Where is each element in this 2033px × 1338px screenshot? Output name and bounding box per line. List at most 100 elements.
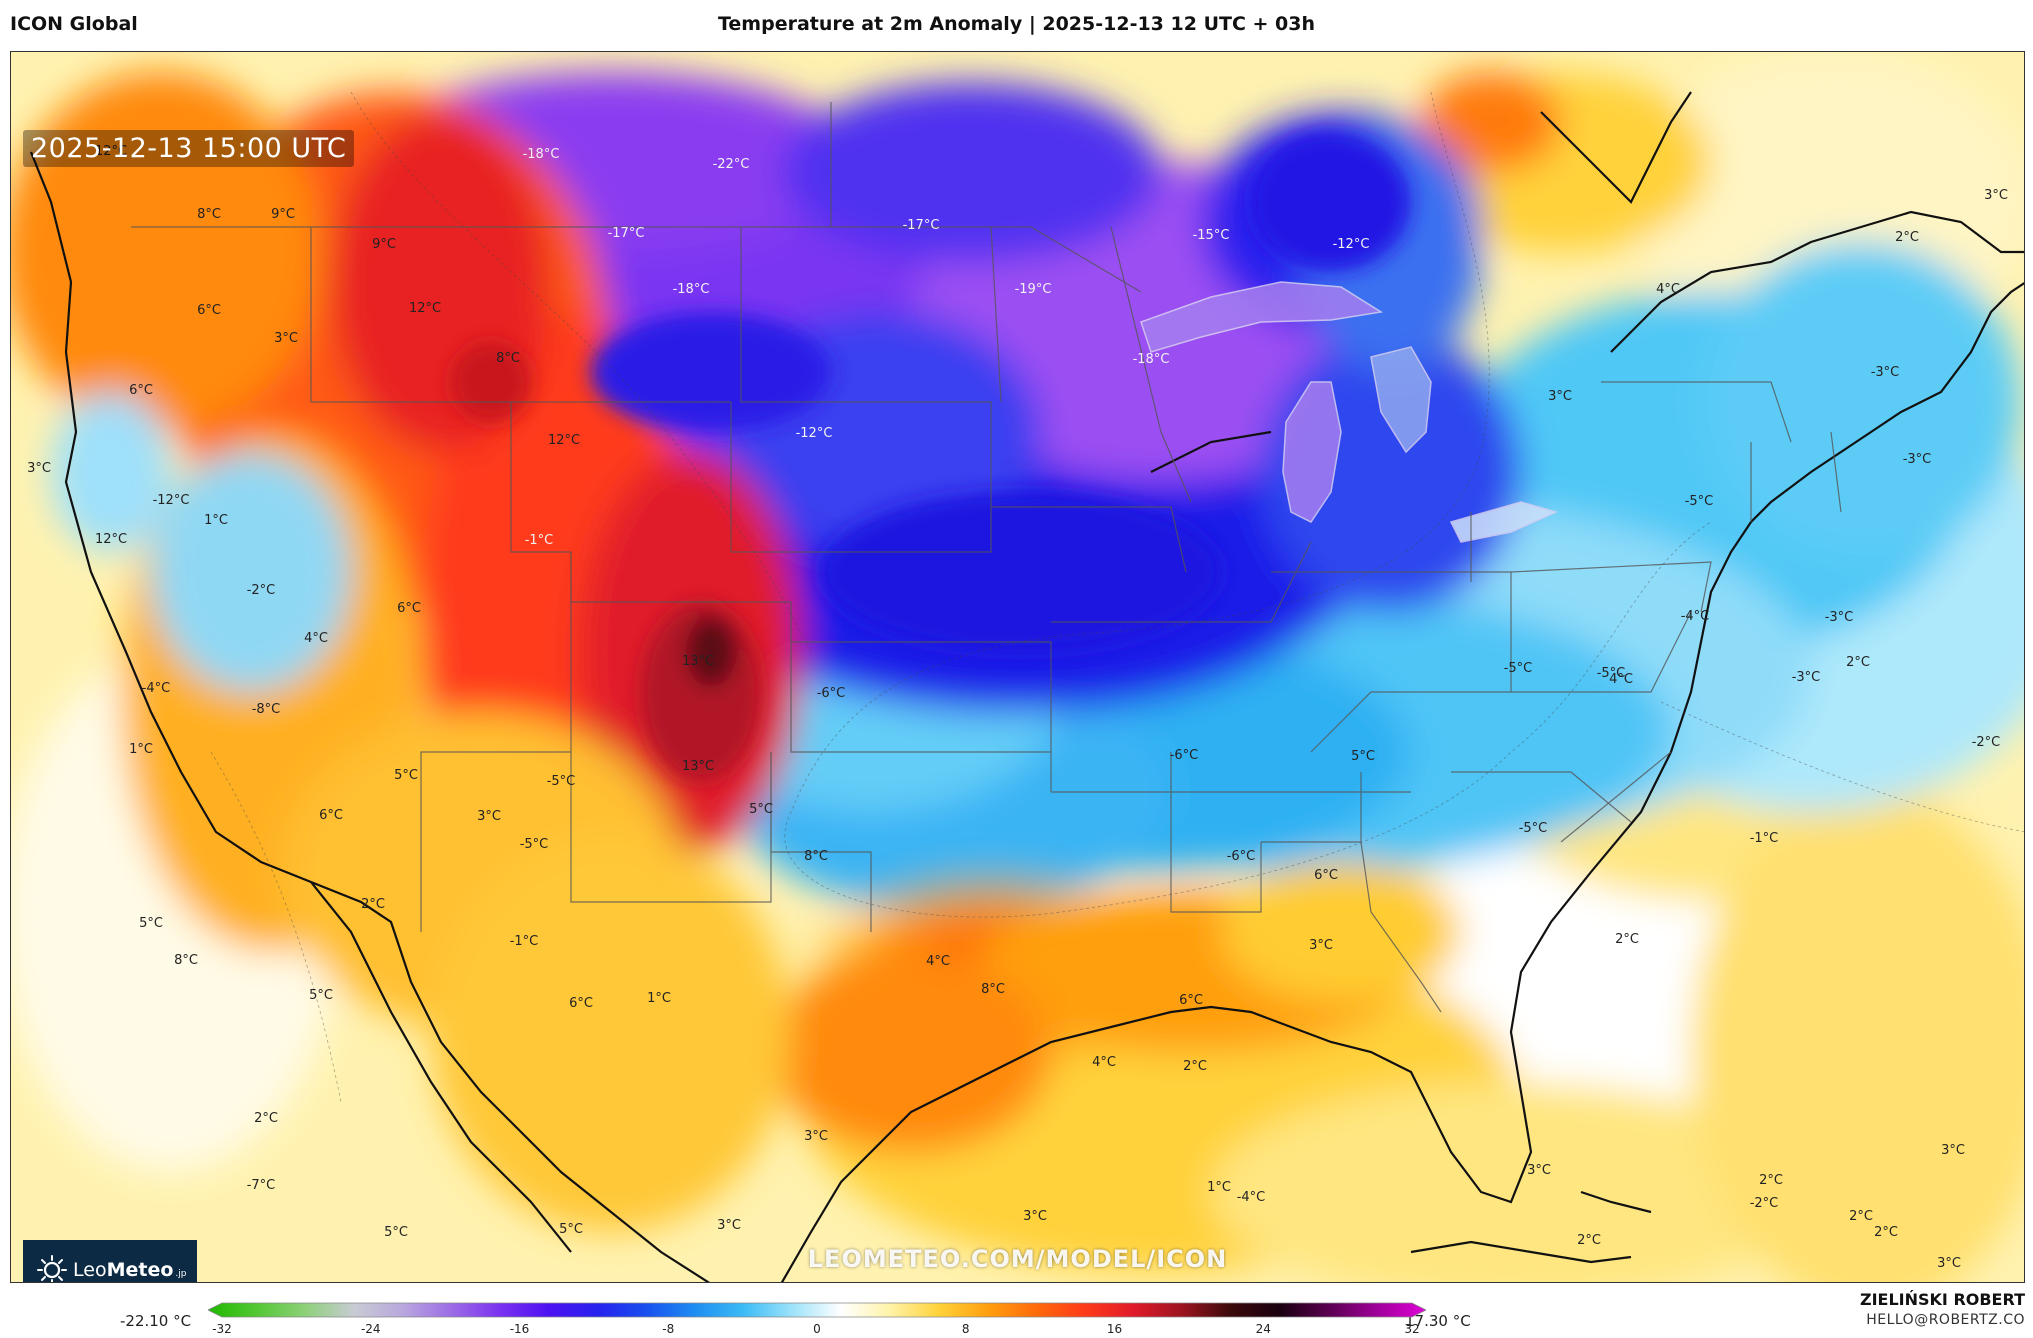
valid-time-badge: 2025-12-13 15:00 UTC xyxy=(23,130,355,167)
temperature-label: 3°C xyxy=(477,809,501,824)
temperature-label: -1°C xyxy=(1750,831,1779,846)
colorbar-tick-label: 8 xyxy=(961,1322,970,1336)
logo-text: LeoMeteo .jp xyxy=(73,1259,186,1281)
temperature-label: 9°C xyxy=(271,207,295,222)
state-borders xyxy=(131,102,1842,1013)
temperature-label: -4°C xyxy=(1237,1190,1266,1205)
great-lakes xyxy=(1140,281,1559,543)
anomaly-field xyxy=(11,52,2024,1282)
colorbar xyxy=(208,1302,1426,1318)
temperature-label: -22°C xyxy=(713,157,750,172)
temperature-label: 5°C xyxy=(559,1222,583,1237)
model-name: ICON Global xyxy=(10,13,138,35)
temperature-label: 3°C xyxy=(1984,188,2008,203)
temperature-label: 3°C xyxy=(717,1218,741,1233)
coastline xyxy=(29,91,2024,1282)
temperature-label: 2°C xyxy=(1759,1173,1783,1188)
temperature-label: -5°C xyxy=(1685,494,1714,509)
temperature-label: 1°C xyxy=(1207,1180,1231,1195)
watermark-url: LEOMETEO.COM/MODEL/ICON xyxy=(807,1245,1228,1273)
temperature-label: 13°C xyxy=(682,654,714,669)
temperature-label: 1°C xyxy=(204,513,228,528)
temperature-label: 2°C xyxy=(1846,655,1870,670)
temperature-label: -3°C xyxy=(1871,365,1900,380)
temperature-label: 2°C xyxy=(361,897,385,912)
temperature-label: 3°C xyxy=(1548,389,1572,404)
temperature-label: 8°C xyxy=(804,849,828,864)
temperature-label: 3°C xyxy=(274,331,298,346)
temperature-label: -5°C xyxy=(547,774,576,789)
temperature-label: 4°C xyxy=(1092,1055,1116,1070)
map-panel[interactable]: 12°C -18°C -22°C 8°C 9°C -17°C -17°C -15°C -12°C… xyxy=(10,51,2025,1283)
temperature-label: -18°C xyxy=(673,282,710,297)
temperature-label: 3°C xyxy=(1023,1209,1047,1224)
temperature-label: -17°C xyxy=(608,226,645,241)
temperature-label: -2°C xyxy=(247,583,276,598)
legend-max-label: 17.30 °C xyxy=(1405,1312,1471,1330)
temperature-label: -18°C xyxy=(1133,352,1170,367)
temperature-label: 6°C xyxy=(129,383,153,398)
anomaly-map: 12°C -18°C -22°C 8°C 9°C -17°C -17°C -15°C -12°C… xyxy=(11,52,2024,1282)
temperature-label: 2°C xyxy=(1874,1225,1898,1240)
map-labels: 12°C -18°C -22°C 8°C 9°C -17°C -17°C -15°C -12°C… xyxy=(27,144,2008,1271)
temperature-label: 1°C xyxy=(647,991,671,1006)
temperature-label: 3°C xyxy=(1309,938,1333,953)
colorbar-bar xyxy=(208,1302,1426,1318)
temperature-label: 5°C xyxy=(384,1225,408,1240)
leometeo-logo[interactable]: LeoMeteo .jp xyxy=(23,1240,197,1282)
temperature-label: 6°C xyxy=(569,996,593,1011)
temperature-label: -6°C xyxy=(1227,849,1256,864)
logo-name-plain: Leo xyxy=(73,1259,107,1281)
temperature-label: 5°C xyxy=(749,802,773,817)
temperature-label: 12°C xyxy=(95,532,127,547)
temperature-label: 2°C xyxy=(254,1111,278,1126)
temperature-label: 6°C xyxy=(1314,868,1338,883)
colorbar-tick-label: 24 xyxy=(1255,1322,1271,1336)
author-email: HELLO@ROBERTZ.CO xyxy=(1866,1312,2025,1328)
temperature-label: 13°C xyxy=(682,759,714,774)
temperature-label: 12°C xyxy=(95,144,127,159)
temperature-label: 3°C xyxy=(1527,1163,1551,1178)
colorbar-tick-label: -32 xyxy=(212,1322,232,1336)
temperature-label: 12°C xyxy=(409,301,441,316)
temperature-label: -5°C xyxy=(1597,666,1626,681)
temperature-label: 9°C xyxy=(372,237,396,252)
temperature-label: -5°C xyxy=(1504,661,1533,676)
temperature-label: -12°C xyxy=(796,426,833,441)
temperature-label: -12°C xyxy=(153,493,190,508)
temperature-label: 8°C xyxy=(981,982,1005,997)
temperature-label: -17°C xyxy=(903,218,940,233)
temperature-label: -2°C xyxy=(1972,735,2001,750)
temperature-label: 4°C xyxy=(304,631,328,646)
temperature-label: -8°C xyxy=(252,702,281,717)
temperature-label: 8°C xyxy=(197,207,221,222)
temperature-label: -18°C xyxy=(523,147,560,162)
header: ICON Global Temperature at 2m Anomaly | … xyxy=(0,0,2033,50)
temperature-label: 8°C xyxy=(174,953,198,968)
temperature-label: 6°C xyxy=(197,303,221,318)
author-name: ZIELIŃSKI ROBERT xyxy=(1859,1290,2025,1309)
temperature-label: 5°C xyxy=(394,768,418,783)
temperature-label: 3°C xyxy=(804,1129,828,1144)
colorbar-tick-label: -8 xyxy=(662,1322,675,1336)
temperature-label: -3°C xyxy=(1903,452,1932,467)
temperature-label: 6°C xyxy=(319,808,343,823)
temperature-label: 4°C xyxy=(926,954,950,969)
temperature-label: -6°C xyxy=(1170,748,1199,763)
temperature-label: 3°C xyxy=(1941,1143,1965,1158)
legend-min-label: -22.10 °C xyxy=(120,1312,192,1330)
temperature-label: -6°C xyxy=(817,686,846,701)
temperature-label: -7°C xyxy=(247,1178,276,1193)
temperature-label: -12°C xyxy=(1333,237,1370,252)
temperature-label: 1°C xyxy=(129,742,153,757)
temperature-label: -4°C xyxy=(142,681,171,696)
temperature-label: 5°C xyxy=(309,988,333,1003)
temperature-label: -3°C xyxy=(1792,670,1821,685)
temperature-label: 5°C xyxy=(1351,749,1375,764)
temperature-label: 2°C xyxy=(1895,230,1919,245)
temperature-label: -2°C xyxy=(1750,1196,1779,1211)
temperature-label: -5°C xyxy=(520,837,549,852)
temperature-label: 3°C xyxy=(27,461,51,476)
logo-name-bold: Meteo xyxy=(106,1259,174,1281)
temperature-label: -4°C xyxy=(1681,609,1710,624)
